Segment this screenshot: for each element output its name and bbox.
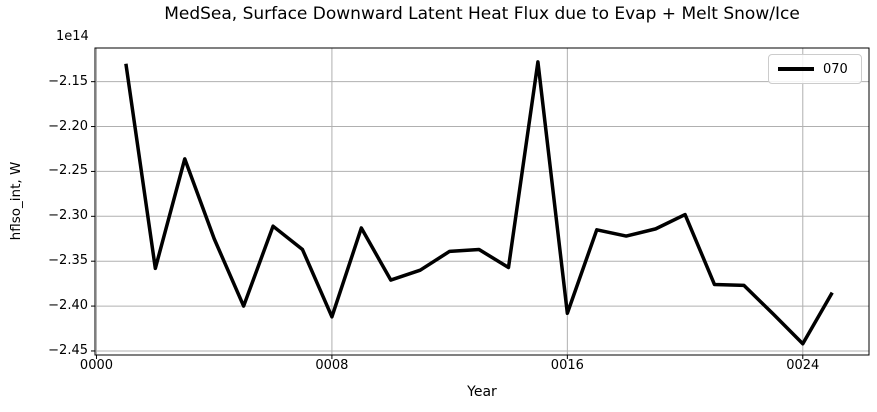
y-axis-offset-text: 1e14 (56, 29, 89, 44)
chart-title: MedSea, Surface Downward Latent Heat Flu… (164, 4, 800, 24)
legend-label: 070 (823, 61, 848, 77)
axes-frame (94, 47, 870, 356)
y-tick-label: −2.30 (48, 208, 88, 224)
data-line-070 (124, 60, 834, 346)
y-tick-label: −2.40 (48, 298, 88, 314)
x-tick-label: 0000 (79, 358, 114, 373)
x-tick-label: 0008 (315, 358, 349, 373)
legend: 070 (768, 54, 862, 84)
y-tick-label: −2.35 (48, 253, 88, 269)
y-tick-label: −2.15 (48, 73, 88, 89)
y-axis-label: hflso_int, W (8, 161, 24, 241)
y-tick-label: −2.20 (48, 118, 88, 134)
legend-line-icon (778, 67, 814, 71)
x-tick-label: 0024 (786, 358, 820, 373)
y-tick-label: −2.45 (48, 342, 88, 358)
x-axis-label: Year (467, 384, 497, 400)
x-tick-label: 0016 (550, 358, 584, 373)
y-tick-label: −2.25 (48, 163, 88, 179)
